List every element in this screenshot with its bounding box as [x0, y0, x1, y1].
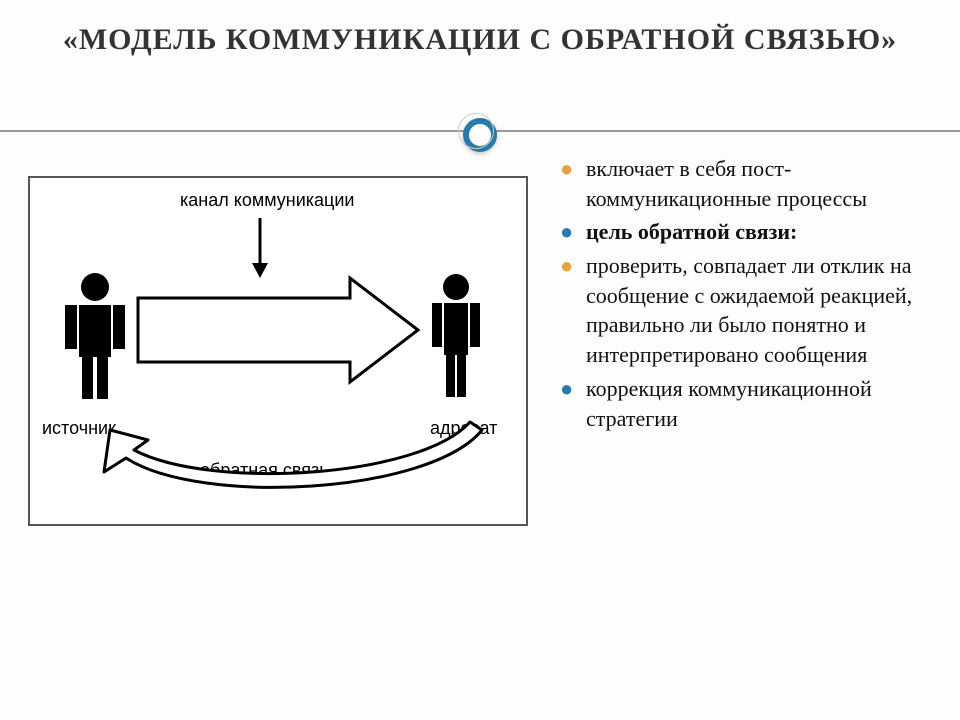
person-addressee-icon [432, 274, 480, 397]
bullet-text: цель обратной связи: [586, 219, 797, 244]
accent-ring-icon [463, 118, 497, 152]
bullet-list: включает в себя пост-коммуникационные пр… [560, 154, 932, 433]
bullet-text: коррекция коммуникационной стратегии [586, 376, 872, 431]
diagram-column: канал коммуникации источник адресат обра… [28, 150, 538, 690]
bullet-text: проверить, совпадает ли отклик на сообще… [586, 253, 912, 367]
diagram-svg [30, 178, 530, 528]
slide-title: «МОДЕЛЬ КОММУНИКАЦИИ С ОБРАТНОЙ СВЯЗЬЮ» [28, 20, 932, 59]
bullet-text: включает в себя пост-коммуникационные пр… [586, 156, 867, 211]
list-item: проверить, совпадает ли отклик на сообще… [560, 251, 932, 370]
list-item: цель обратной связи: [560, 217, 932, 247]
content-area: канал коммуникации источник адресат обра… [28, 150, 932, 690]
person-source-icon [65, 273, 125, 399]
text-column: включает в себя пост-коммуникационные пр… [548, 150, 932, 690]
channel-arrow-icon [252, 218, 268, 278]
feedback-arrow-icon [104, 422, 482, 487]
diagram-frame: канал коммуникации источник адресат обра… [28, 176, 528, 526]
slide: «МОДЕЛЬ КОММУНИКАЦИИ С ОБРАТНОЙ СВЯЗЬЮ» … [0, 0, 960, 720]
list-item: коррекция коммуникационной стратегии [560, 374, 932, 433]
list-item: включает в себя пост-коммуникационные пр… [560, 154, 932, 213]
forward-arrow-icon [138, 278, 418, 382]
